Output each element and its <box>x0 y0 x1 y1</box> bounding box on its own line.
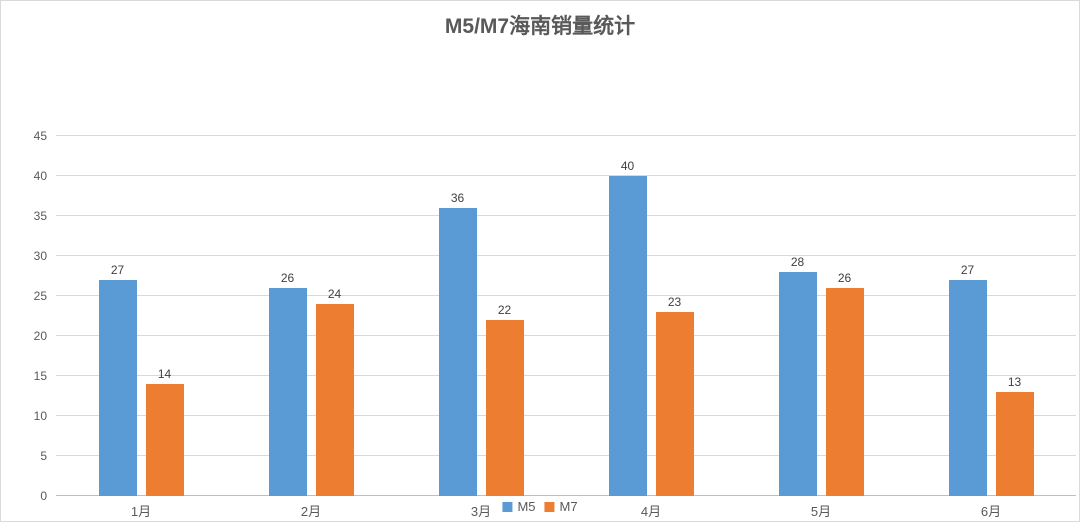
bar-value-label: 14 <box>157 367 172 381</box>
y-tick-label: 40 <box>33 169 47 183</box>
chart-title: M5/M7海南销量统计 <box>444 15 636 38</box>
bar-value-label: 26 <box>837 271 852 285</box>
y-tick-label: 0 <box>40 489 47 503</box>
bar-m5: 36 <box>438 191 477 496</box>
bar-value-label: 27 <box>960 263 975 277</box>
bar-value-label: 28 <box>790 255 805 269</box>
gridline <box>56 255 1076 256</box>
bar-m7: 13 <box>995 375 1034 496</box>
bar-m7: 24 <box>315 287 354 496</box>
gridline <box>56 455 1076 456</box>
bar-m5: 27 <box>98 263 137 496</box>
y-tick-label: 35 <box>33 209 47 223</box>
bar-group: 27 13 <box>906 136 1076 496</box>
bar-m7: 14 <box>145 367 184 496</box>
y-tick-label: 45 <box>33 129 47 143</box>
bar-value-label: 40 <box>620 159 635 173</box>
legend-label: M5 <box>517 499 536 514</box>
legend-item-m7: M7 <box>544 499 578 514</box>
x-axis-label: 3月 <box>470 504 492 519</box>
gridline <box>56 215 1076 216</box>
bar-group: 26 24 <box>226 136 396 496</box>
y-tick-label: 15 <box>33 369 47 383</box>
bar-value-label: 22 <box>497 303 512 317</box>
bar-m5: 27 <box>948 263 987 496</box>
y-tick-label: 20 <box>33 329 47 343</box>
bar-group: 27 14 <box>56 136 226 496</box>
x-axis-label: 5月 <box>810 504 832 519</box>
bar-m7: 22 <box>485 303 524 496</box>
bar-value-label: 13 <box>1007 375 1022 389</box>
x-axis-label: 4月 <box>640 504 662 519</box>
bar-value-label: 24 <box>327 287 342 301</box>
legend-swatch-m5 <box>502 501 513 512</box>
legend-item-m5: M5 <box>502 499 536 514</box>
bar-group: 28 26 <box>736 136 906 496</box>
x-axis-label: 6月 <box>980 504 1002 519</box>
legend-label: M7 <box>559 499 578 514</box>
bar-m5: 40 <box>608 159 647 496</box>
x-axis-label: 2月 <box>300 504 322 519</box>
bar-group: 36 22 <box>396 136 566 496</box>
bar-value-label: 36 <box>450 191 465 205</box>
legend-swatch-m7 <box>544 501 555 512</box>
bar-m5: 26 <box>268 271 307 496</box>
y-tick-label: 30 <box>33 249 47 263</box>
legend: M5 M7 <box>502 499 578 514</box>
gridline <box>56 295 1076 296</box>
bar-value-label: 27 <box>110 263 125 277</box>
x-axis-label: 1月 <box>130 504 152 519</box>
plot-area: 27 14 26 24 36 22 40 23 28 26 27 13 <box>56 135 1076 496</box>
gridline <box>56 375 1076 376</box>
y-tick-label: 25 <box>33 289 47 303</box>
y-tick-label: 5 <box>40 449 47 463</box>
bar-m7: 23 <box>655 295 694 496</box>
bar-group: 40 23 <box>566 136 736 496</box>
bar-value-label: 23 <box>667 295 682 309</box>
bar-m5: 28 <box>778 255 817 496</box>
gridline <box>56 415 1076 416</box>
gridline <box>56 135 1076 136</box>
bar-value-label: 26 <box>280 271 295 285</box>
y-tick-label: 10 <box>33 409 47 423</box>
x-axis-line <box>56 495 1076 496</box>
bar-m7: 26 <box>825 271 864 496</box>
gridline <box>56 335 1076 336</box>
gridline <box>56 175 1076 176</box>
